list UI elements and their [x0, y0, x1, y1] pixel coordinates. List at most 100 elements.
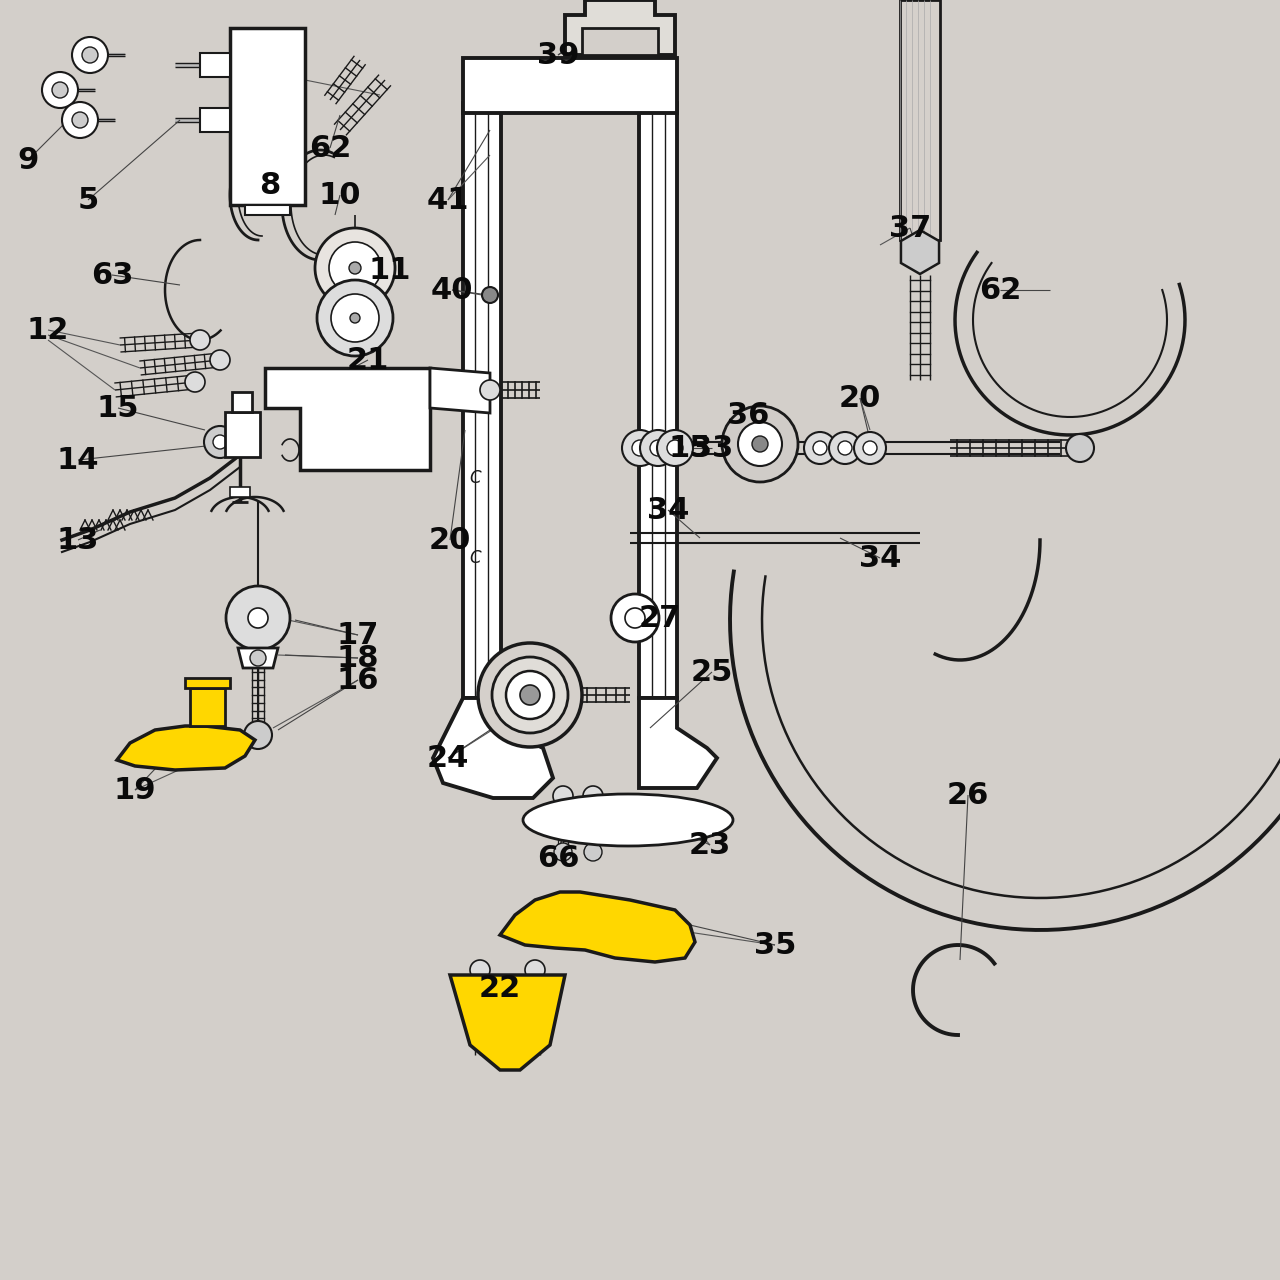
Polygon shape [433, 698, 553, 797]
Text: 15: 15 [97, 393, 140, 422]
Circle shape [186, 372, 205, 392]
Text: 8: 8 [260, 170, 280, 200]
Circle shape [838, 442, 852, 454]
Text: 11: 11 [369, 256, 411, 284]
Circle shape [696, 817, 704, 824]
Text: 5: 5 [77, 186, 99, 215]
Circle shape [315, 228, 396, 308]
Polygon shape [265, 369, 430, 470]
Circle shape [620, 812, 637, 829]
Circle shape [72, 37, 108, 73]
Polygon shape [639, 698, 717, 788]
Polygon shape [451, 975, 564, 1070]
Text: 17: 17 [337, 621, 379, 649]
Polygon shape [186, 678, 230, 689]
Polygon shape [430, 369, 490, 413]
Circle shape [205, 110, 225, 131]
Circle shape [863, 442, 877, 454]
Circle shape [72, 113, 88, 128]
Text: 62: 62 [979, 275, 1021, 305]
Polygon shape [189, 689, 225, 726]
Circle shape [625, 817, 632, 824]
Circle shape [525, 960, 545, 980]
Circle shape [813, 442, 827, 454]
Circle shape [492, 657, 568, 733]
Text: 37: 37 [888, 214, 931, 242]
Circle shape [349, 314, 360, 323]
Circle shape [582, 786, 603, 806]
Circle shape [691, 812, 709, 829]
Circle shape [260, 77, 275, 93]
Circle shape [640, 430, 676, 466]
Polygon shape [582, 28, 658, 55]
Text: 34: 34 [859, 544, 901, 572]
Circle shape [829, 433, 861, 465]
Text: 36: 36 [727, 401, 769, 430]
Circle shape [550, 817, 559, 824]
Circle shape [584, 844, 602, 861]
Text: C: C [470, 468, 481, 486]
Circle shape [632, 440, 648, 456]
Circle shape [227, 586, 291, 650]
Circle shape [1066, 434, 1094, 462]
Polygon shape [232, 392, 252, 412]
Polygon shape [238, 648, 278, 668]
Text: 35: 35 [754, 931, 796, 960]
Polygon shape [900, 0, 940, 241]
Text: 15: 15 [668, 434, 712, 462]
Circle shape [329, 242, 381, 294]
Text: 27: 27 [639, 603, 681, 632]
Circle shape [667, 440, 684, 456]
Circle shape [248, 608, 268, 628]
Polygon shape [230, 28, 305, 205]
Text: 66: 66 [536, 844, 580, 873]
Circle shape [622, 430, 658, 466]
Text: 23: 23 [689, 831, 731, 859]
Text: 16: 16 [337, 666, 379, 695]
Ellipse shape [524, 794, 733, 846]
Polygon shape [200, 52, 230, 77]
Circle shape [553, 786, 573, 806]
Text: 39: 39 [536, 41, 580, 69]
Polygon shape [639, 102, 677, 698]
Circle shape [854, 433, 886, 465]
Text: 22: 22 [479, 974, 521, 1002]
Text: 12: 12 [27, 315, 69, 344]
Circle shape [506, 671, 554, 719]
Circle shape [625, 608, 645, 628]
Polygon shape [463, 102, 500, 698]
Text: C: C [470, 549, 481, 567]
Text: 34: 34 [646, 495, 689, 525]
Text: 40: 40 [431, 275, 474, 305]
Text: 41: 41 [426, 186, 470, 215]
Text: 13: 13 [56, 526, 99, 554]
Text: 14: 14 [56, 445, 100, 475]
Text: 33: 33 [691, 434, 733, 462]
Text: 20: 20 [838, 384, 881, 412]
Text: 10: 10 [319, 180, 361, 210]
Circle shape [250, 650, 266, 666]
Circle shape [349, 262, 361, 274]
Text: 26: 26 [947, 781, 989, 809]
Text: 21: 21 [347, 346, 389, 375]
Text: 24: 24 [426, 744, 470, 773]
Circle shape [483, 287, 498, 303]
Circle shape [189, 330, 210, 349]
Circle shape [739, 422, 782, 466]
Circle shape [611, 594, 659, 643]
Circle shape [657, 430, 692, 466]
Text: 25: 25 [691, 658, 733, 686]
Polygon shape [230, 486, 250, 497]
Text: 18: 18 [337, 644, 379, 672]
Circle shape [520, 685, 540, 705]
Polygon shape [116, 726, 255, 771]
Circle shape [42, 72, 78, 108]
Circle shape [61, 102, 99, 138]
Polygon shape [225, 412, 260, 457]
Text: 63: 63 [91, 261, 133, 289]
Polygon shape [463, 58, 677, 113]
Text: 9: 9 [18, 146, 38, 174]
Circle shape [210, 349, 230, 370]
Circle shape [204, 426, 236, 458]
Circle shape [753, 436, 768, 452]
